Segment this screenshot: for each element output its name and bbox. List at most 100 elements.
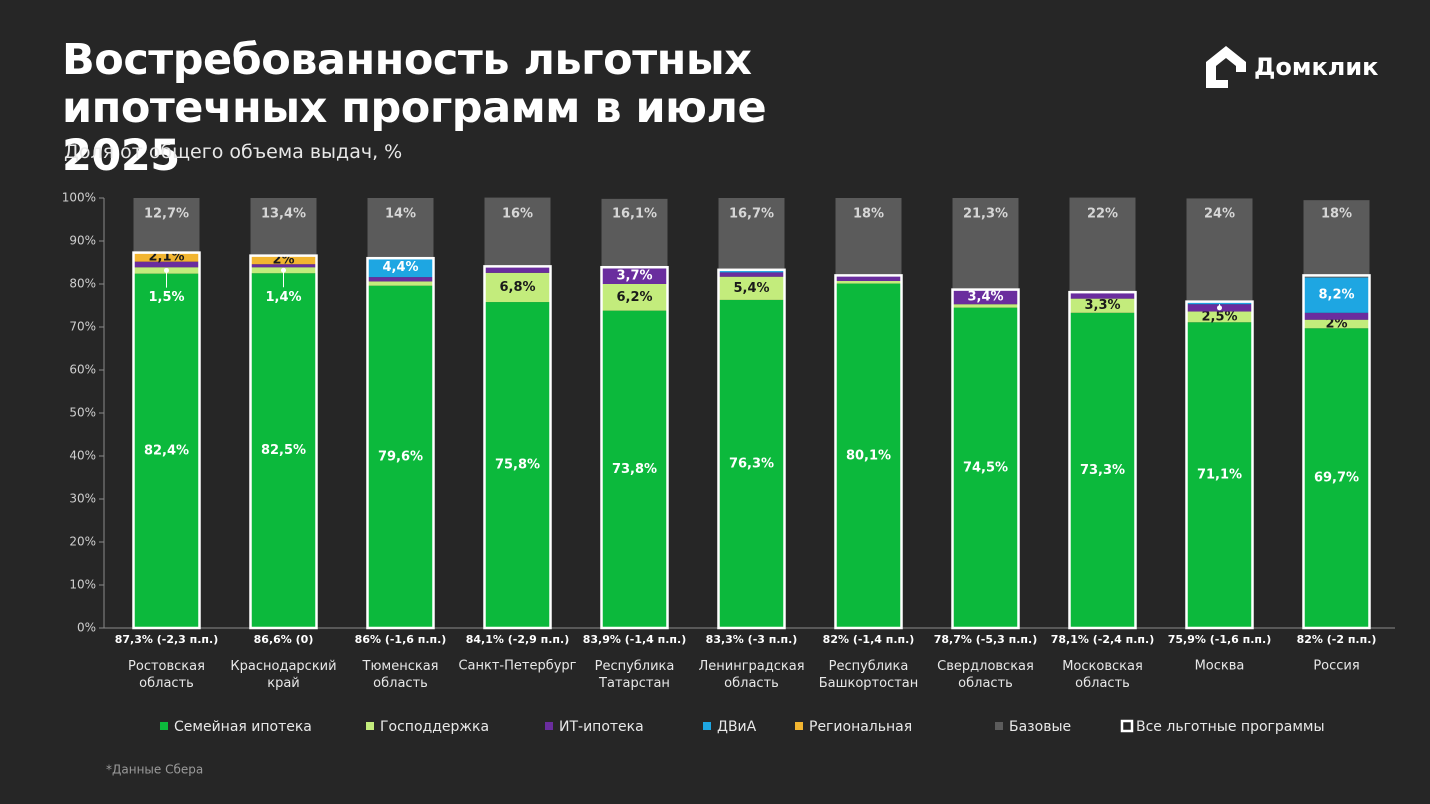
x-tick-label: Санкт-Петербург	[458, 659, 576, 674]
data-label: 8,2%	[1318, 288, 1354, 303]
total-outline	[1302, 274, 1371, 630]
brand-name: Домклик	[1254, 53, 1378, 81]
y-tick-label: 0%	[77, 621, 96, 635]
data-label: 13,4%	[261, 207, 306, 222]
legend-swatch	[160, 722, 168, 730]
y-tick-label: 20%	[69, 535, 96, 549]
bar-segment	[952, 304, 1019, 308]
total-label: 83,9% (-1,4 п.п.)	[583, 633, 687, 646]
data-label: 71,1%	[1197, 468, 1242, 483]
x-tick-label-line: Тюменская	[362, 659, 439, 674]
x-tick-label: Республика Татарстан	[595, 659, 675, 691]
x-tick-label-line: область	[958, 676, 1013, 691]
chart-title: Востребованность льготных ипотечных прог…	[62, 35, 767, 181]
bar-segment	[1069, 298, 1136, 313]
total-label: 78,7% (-5,3 п.п.)	[934, 633, 1038, 646]
data-label: 24%	[1204, 207, 1235, 222]
bar-segment	[1186, 301, 1253, 305]
x-tick-label-line: Ленинградская	[698, 659, 804, 674]
bar-segment	[367, 277, 434, 282]
bar-segment	[718, 299, 785, 628]
data-label: 3,7%	[616, 269, 652, 284]
data-label: 5,4%	[733, 281, 769, 296]
bar-segment	[484, 266, 551, 273]
x-tick-label-line: Свердловская	[937, 659, 1034, 674]
data-label: 6,8%	[499, 280, 535, 295]
bar-segment	[718, 276, 785, 300]
bar-segment	[718, 269, 785, 273]
bar-segment	[1303, 200, 1370, 278]
total-outline	[132, 251, 201, 630]
x-tick-label-line: область	[139, 676, 194, 691]
x-tick-label: Москва	[1195, 659, 1245, 674]
total-label: 86,6% (0)	[254, 633, 314, 646]
bar-segment	[484, 197, 551, 267]
x-tick-label: Краснодарский край	[230, 659, 336, 691]
bar-segment	[952, 198, 1019, 290]
data-label: 18%	[1321, 207, 1352, 222]
bar-segment	[133, 273, 200, 628]
data-label: 2%	[1325, 316, 1347, 331]
total-outline	[1068, 290, 1137, 630]
legend-swatch	[995, 722, 1003, 730]
bar-segment	[835, 280, 902, 284]
data-label: 82,5%	[261, 443, 306, 458]
data-label: 69,7%	[1314, 471, 1359, 486]
bar-segment	[1186, 198, 1253, 302]
total-outline	[600, 265, 669, 630]
bar-segment	[484, 302, 551, 628]
y-tick-label: 70%	[69, 320, 96, 334]
bar-segment	[1303, 319, 1370, 329]
y-tick-label: 100%	[62, 191, 96, 205]
x-tick-label: Тюменская область	[362, 659, 439, 691]
x-tick-label: Россия	[1313, 659, 1359, 674]
bar-segment	[133, 252, 200, 262]
data-label: 2,5%	[1201, 309, 1237, 324]
x-tick-label-line: Ростовская	[128, 659, 205, 674]
legend-swatch	[366, 722, 374, 730]
legend-label: ИТ-ипотека	[559, 719, 644, 735]
total-label: 83,3% (-3 п.п.)	[706, 633, 798, 646]
total-outline	[366, 256, 435, 630]
bar-segment	[1186, 322, 1253, 628]
x-tick-label-line: Башкортостан	[819, 676, 919, 691]
bar-segment	[250, 264, 317, 268]
bar-segment	[601, 268, 668, 284]
bar-segment	[1069, 312, 1136, 628]
legend-label: Семейная ипотека	[174, 719, 312, 735]
data-label: 4,4%	[382, 260, 418, 275]
bar-segment	[1303, 277, 1370, 313]
legend-label: Господдержка	[380, 719, 489, 735]
total-label: 82% (-1,4 п.п.)	[823, 633, 915, 646]
bar-segment	[601, 284, 668, 311]
bar-segment	[601, 198, 668, 269]
bar-segment	[1303, 328, 1370, 628]
data-label: 16,7%	[729, 207, 774, 222]
legend-label: Все льготные программы	[1136, 719, 1325, 735]
legend-swatch	[795, 722, 803, 730]
x-tick-label-line: Московская	[1062, 659, 1143, 674]
y-tick-label: 60%	[69, 363, 96, 377]
x-tick-label-line: Республика	[829, 659, 909, 674]
brand-logo: Домклик	[1206, 46, 1378, 88]
bar-segment	[718, 198, 785, 270]
total-label: 87,3% (-2,3 п.п.)	[115, 633, 219, 646]
total-outline	[834, 274, 903, 630]
x-tick-label: Республика Башкортостан	[819, 659, 919, 691]
x-tick-label: Ленинградская область	[698, 659, 804, 691]
bar-segment	[133, 198, 200, 253]
legend-label: Региональная	[809, 719, 912, 735]
x-tick-label: Ростовская область	[128, 659, 205, 691]
bar-segment	[250, 198, 317, 256]
legend-label: Базовые	[1009, 719, 1071, 735]
data-label: 76,3%	[729, 456, 774, 471]
data-label: 21,3%	[963, 207, 1008, 222]
data-label: 73,3%	[1080, 463, 1125, 478]
total-label: 84,1% (-2,9 п.п.)	[466, 633, 570, 646]
data-label: 82,4%	[144, 443, 189, 458]
data-label: 3,3%	[1084, 298, 1120, 313]
data-label: 12,7%	[144, 207, 189, 222]
label-pointer-dot	[164, 267, 169, 273]
